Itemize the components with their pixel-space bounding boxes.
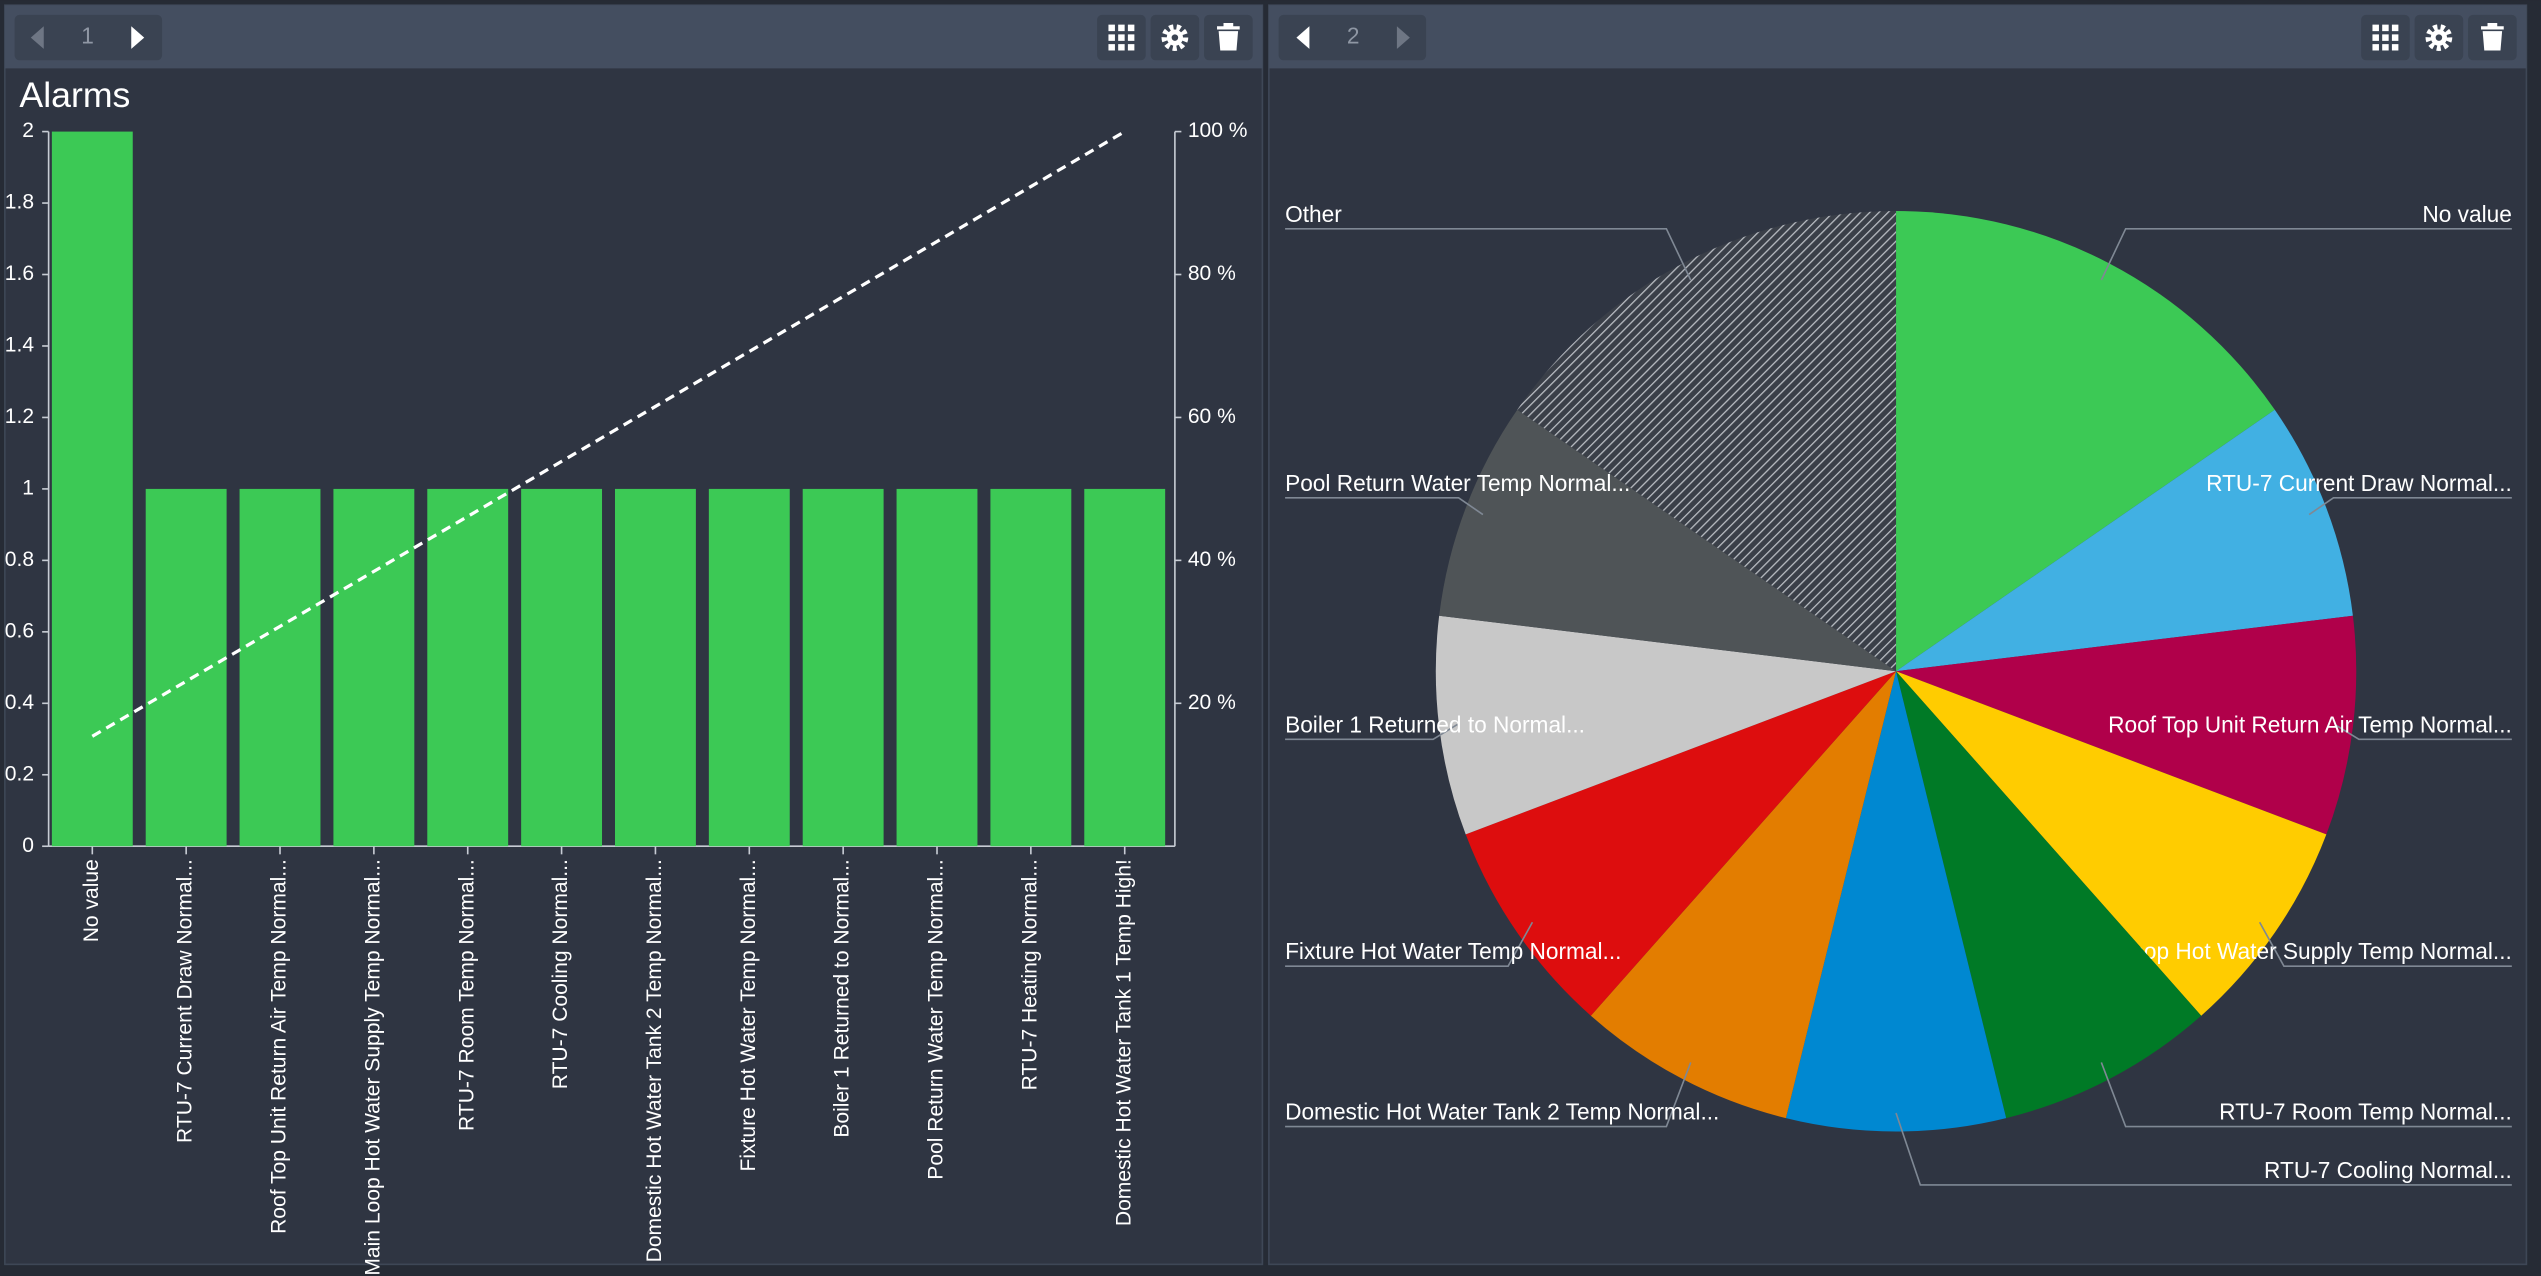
leader-line bbox=[1285, 921, 1534, 967]
y-tick-label: 1.8 bbox=[5, 191, 34, 214]
leader-line bbox=[2100, 1062, 2512, 1128]
bar bbox=[427, 488, 509, 847]
y-tick-label: 1.2 bbox=[5, 405, 34, 428]
pie-slice bbox=[1896, 671, 2327, 1016]
pie-slice bbox=[1896, 671, 2202, 1119]
bar bbox=[802, 488, 884, 847]
x-tick-label: No value bbox=[80, 859, 103, 942]
pie-slice bbox=[1896, 210, 2275, 672]
delete-button[interactable] bbox=[2468, 14, 2517, 61]
bar bbox=[1084, 488, 1166, 847]
pie-label: Boiler 1 Returned to Normal... bbox=[1285, 711, 1585, 737]
grid-button[interactable] bbox=[1097, 14, 1146, 61]
pareto-line bbox=[91, 130, 1126, 738]
y-tick-label: 0.2 bbox=[5, 762, 34, 785]
x-tick-label: Fixture Hot Water Temp Normal... bbox=[737, 859, 760, 1171]
pie-label: RTU-7 Room Temp Normal... bbox=[2219, 1099, 2512, 1125]
page-number: 1 bbox=[81, 23, 94, 49]
x-tick-label: Domestic Hot Water Tank 2 Temp Normal... bbox=[643, 859, 666, 1262]
leader-line bbox=[2334, 723, 2512, 741]
y-tick-label: 1.4 bbox=[5, 334, 35, 357]
pie-label: Other bbox=[1285, 201, 1342, 227]
y2-tick-label: 20 % bbox=[1188, 691, 1236, 714]
x-tick-label: RTU-7 Cooling Normal... bbox=[549, 859, 572, 1089]
y-tick-label: 0.4 bbox=[5, 691, 35, 714]
pie-label: RTU-7 Current Draw Normal... bbox=[2206, 470, 2512, 496]
leader-line bbox=[1285, 1062, 1692, 1128]
x-tick-label: Roof Top Unit Return Air Temp Normal... bbox=[268, 859, 291, 1234]
bar bbox=[521, 488, 603, 847]
x-tick-label: Pool Return Water Temp Normal... bbox=[925, 859, 948, 1180]
x-tick-label: Boiler 1 Returned to Normal... bbox=[831, 859, 854, 1137]
bar bbox=[333, 488, 415, 847]
leader-line bbox=[2258, 921, 2512, 967]
leader-line bbox=[1895, 1112, 2512, 1186]
grid-button[interactable] bbox=[2361, 14, 2410, 61]
leader-line bbox=[1285, 228, 1692, 281]
x-tick-label: Main Loop Hot Water Supply Temp Normal..… bbox=[361, 859, 384, 1275]
pie-slice bbox=[1590, 671, 1897, 1119]
plot-layer: 0 0.2 0.4 0.6 0.8 1 1.2 1.4 1.6 1.8 2 20 % 40 % 60 % 8… bbox=[5, 119, 2512, 1276]
panel-header bbox=[1268, 5, 2527, 69]
pie-slice bbox=[1785, 671, 2007, 1132]
pie-slice bbox=[1896, 409, 2353, 672]
pie-slice bbox=[1896, 615, 2357, 835]
pie-slice bbox=[1435, 615, 1897, 835]
y-tick-label: 0.8 bbox=[5, 548, 34, 571]
pie-label: Pool Return Water Temp Normal... bbox=[1285, 470, 1630, 496]
leader-line bbox=[1285, 497, 1484, 516]
bar bbox=[51, 131, 133, 847]
pie-label: Fixture Hot Water Temp Normal... bbox=[1285, 938, 1621, 964]
y2-tick-label: 80 % bbox=[1188, 262, 1236, 285]
leader-line bbox=[2308, 497, 2512, 516]
y2-tick-label: 40 % bbox=[1188, 548, 1236, 571]
delete-button[interactable] bbox=[1204, 14, 1253, 61]
pie-label: RTU-7 Cooling Normal... bbox=[2264, 1157, 2512, 1183]
pie-slice bbox=[1517, 210, 1897, 672]
y-tick-label: 0 bbox=[22, 834, 34, 857]
leader-line bbox=[1285, 723, 1458, 741]
prev-button[interactable] bbox=[1296, 26, 1310, 49]
y-tick-label: 1 bbox=[22, 476, 34, 499]
pie-label: Domestic Hot Water Tank 2 Temp Normal... bbox=[1285, 1099, 1719, 1125]
bar bbox=[145, 488, 227, 847]
bar bbox=[896, 488, 978, 847]
leader-line bbox=[2100, 228, 2512, 281]
pager bbox=[14, 14, 163, 61]
page-number: 2 bbox=[1347, 23, 1360, 49]
y-tick-label: 0.6 bbox=[5, 619, 34, 642]
bar bbox=[708, 488, 790, 847]
next-button[interactable] bbox=[131, 26, 145, 49]
x-tick-label: RTU-7 Current Draw Normal... bbox=[174, 859, 197, 1143]
bar bbox=[239, 488, 321, 847]
panel-header bbox=[4, 5, 1263, 69]
prev-button[interactable] bbox=[30, 26, 44, 49]
next-button[interactable] bbox=[1396, 26, 1410, 49]
x-tick-label: RTU-7 Room Temp Normal... bbox=[455, 859, 478, 1131]
chart-title: Alarms bbox=[19, 75, 130, 115]
settings-button[interactable] bbox=[2414, 14, 2464, 61]
bar bbox=[614, 488, 696, 847]
pie-slice bbox=[1439, 409, 1897, 672]
bar bbox=[990, 488, 1072, 847]
x-tick-label: RTU-7 Heating Normal... bbox=[1018, 859, 1041, 1090]
pie-slice bbox=[1465, 671, 1897, 1016]
y-tick-label: 2 bbox=[22, 119, 34, 142]
pager bbox=[1278, 14, 1427, 61]
settings-button[interactable] bbox=[1150, 14, 1200, 61]
y2-tick-label: 100 % bbox=[1188, 119, 1248, 142]
pie-label: Roof Top Unit Return Air Temp Normal... bbox=[2108, 711, 2512, 737]
pie-label: No value bbox=[2422, 201, 2511, 227]
y-tick-label: 1.6 bbox=[5, 262, 34, 285]
y2-tick-label: 60 % bbox=[1188, 405, 1236, 428]
x-tick-label: Domestic Hot Water Tank 1 Temp High! bbox=[1112, 859, 1135, 1226]
